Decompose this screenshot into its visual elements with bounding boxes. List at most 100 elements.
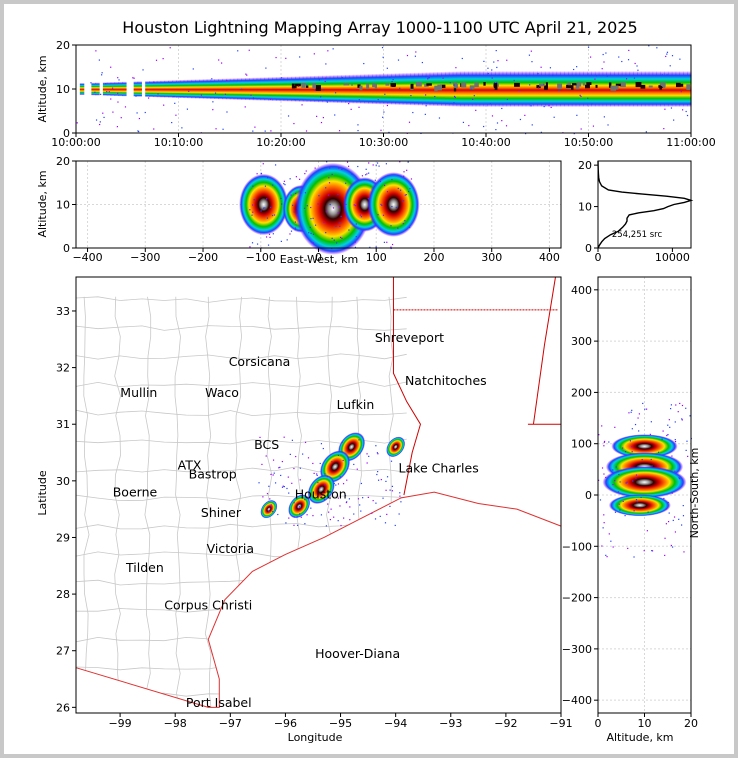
time-altitude-outlier xyxy=(320,96,322,98)
time-altitude-outlier xyxy=(285,57,287,59)
east-west-outlier xyxy=(305,170,307,172)
storm-outlier xyxy=(349,519,351,521)
storm-outlier xyxy=(277,513,279,516)
storm-outlier xyxy=(333,482,335,485)
storm-outlier xyxy=(312,515,314,517)
time-altitude-density xyxy=(145,80,150,98)
time-altitude-outlier xyxy=(120,117,122,119)
y-tick-label: 300 xyxy=(571,335,592,348)
north-south-outlier xyxy=(685,407,687,409)
east-west-outlier xyxy=(269,236,271,238)
north-south-outlier xyxy=(610,540,612,542)
time-altitude-core xyxy=(301,82,306,88)
north-south-outlier xyxy=(682,504,684,507)
time-altitude-outlier xyxy=(275,56,277,59)
east-west-outlier xyxy=(264,207,266,209)
time-altitude-density xyxy=(564,71,569,107)
time-altitude-density xyxy=(637,71,642,107)
time-altitude-outlier xyxy=(226,80,228,82)
north-south-outlier xyxy=(649,433,651,435)
east-west-outlier xyxy=(251,204,254,206)
east-west-outlier xyxy=(308,232,310,234)
time-altitude-density xyxy=(379,73,385,105)
storm-outlier xyxy=(345,501,348,504)
north-south-outlier xyxy=(664,537,666,539)
east-west-outlier xyxy=(289,178,291,180)
north-south-outlier xyxy=(635,477,637,479)
time-altitude-outlier xyxy=(241,88,243,90)
time-altitude-density xyxy=(156,80,162,98)
storm-outlier xyxy=(377,453,379,455)
time-altitude-density xyxy=(460,71,465,107)
time-altitude-density xyxy=(445,71,450,107)
east-west-outlier xyxy=(338,206,341,208)
time-altitude-density xyxy=(206,78,212,100)
storm-outlier xyxy=(366,462,368,464)
storm-outlier xyxy=(316,473,318,475)
x-tick-label: −300 xyxy=(130,251,160,264)
time-altitude-density xyxy=(168,80,173,98)
storm-outlier xyxy=(399,463,401,465)
time-altitude-outlier xyxy=(118,79,120,81)
east-west-outlier xyxy=(273,214,276,216)
time-altitude-outlier xyxy=(648,45,650,47)
east-west-outlier xyxy=(369,246,371,248)
north-south-outlier xyxy=(677,411,679,413)
time-altitude-outlier xyxy=(95,119,98,121)
east-west-outlier xyxy=(290,194,292,196)
time-altitude-outlier xyxy=(425,105,427,107)
time-altitude-outlier xyxy=(138,117,140,120)
east-west-outlier xyxy=(348,229,350,231)
storm-outlier xyxy=(337,483,340,485)
y-tick-label: −300 xyxy=(562,643,592,656)
east-west-outlier xyxy=(296,214,298,216)
north-south-outlier xyxy=(605,554,607,556)
time-altitude-outlier xyxy=(381,47,384,49)
time-altitude-core xyxy=(474,82,479,88)
north-south-outlier xyxy=(614,511,617,513)
north-south-outlier xyxy=(663,497,665,500)
time-altitude-outlier xyxy=(386,104,388,107)
east-west-outlier xyxy=(294,227,297,229)
north-south-outlier xyxy=(614,480,616,482)
east-west-outlier xyxy=(303,207,306,209)
time-altitude-density xyxy=(514,71,519,107)
time-altitude-density xyxy=(187,79,192,99)
time-altitude-density xyxy=(464,71,469,107)
time-altitude-density xyxy=(218,78,223,100)
city-label: Hoover-Diana xyxy=(315,646,400,661)
time-altitude-density xyxy=(525,71,531,107)
time-altitude-density xyxy=(210,78,215,100)
storm-outlier xyxy=(291,439,293,441)
storm-cluster xyxy=(307,474,335,504)
time-altitude-outlier xyxy=(487,72,489,75)
storm-outlier xyxy=(326,476,328,478)
storm-outlier xyxy=(325,525,328,527)
east-west-outlier xyxy=(249,209,251,211)
east-west-outlier xyxy=(354,241,356,243)
storm-outlier xyxy=(342,483,345,485)
time-altitude-density xyxy=(617,71,623,107)
north-south-outlier xyxy=(608,533,610,535)
time-altitude-outlier xyxy=(506,59,508,61)
time-altitude-core xyxy=(568,82,571,86)
time-altitude-outlier xyxy=(428,77,430,79)
time-altitude-outlier xyxy=(528,54,531,56)
north-south-outlier xyxy=(644,408,646,410)
y-tick-label: −400 xyxy=(562,694,592,707)
north-south-outlier xyxy=(670,544,672,547)
north-south-outlier xyxy=(633,556,635,558)
time-altitude-outlier xyxy=(382,56,384,58)
time-altitude-density xyxy=(387,73,392,105)
east-west-outlier xyxy=(328,177,330,179)
time-altitude-outlier xyxy=(601,68,603,70)
time-altitude-outlier xyxy=(212,109,214,111)
time-altitude-outlier xyxy=(334,92,337,94)
east-west-outlier xyxy=(293,211,295,213)
time-altitude-outlier xyxy=(627,59,630,61)
county-line xyxy=(114,296,121,714)
time-altitude-density xyxy=(502,71,508,107)
time-altitude-density xyxy=(91,82,96,96)
time-altitude-core xyxy=(675,82,681,88)
north-south-outlier xyxy=(650,421,652,423)
